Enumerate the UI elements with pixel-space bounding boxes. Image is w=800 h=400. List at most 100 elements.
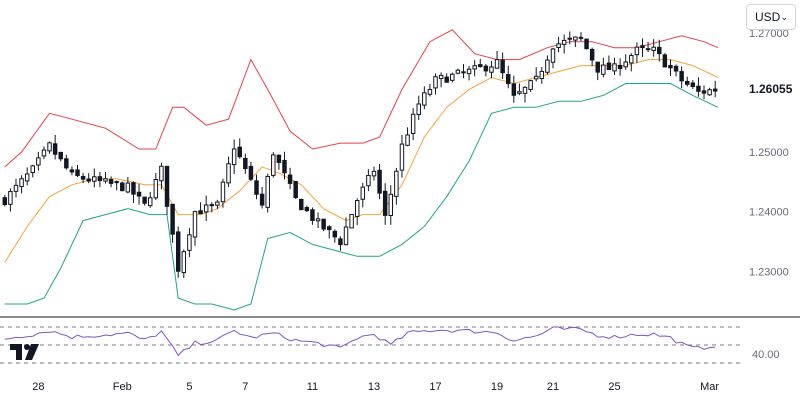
candle <box>354 198 360 226</box>
time-tick-label: Mar <box>700 381 719 393</box>
candle <box>203 195 209 222</box>
candle <box>399 134 405 178</box>
candle <box>617 58 623 76</box>
candle <box>198 202 203 215</box>
candle <box>136 183 142 205</box>
candle <box>271 152 276 178</box>
candle <box>243 153 248 174</box>
candle <box>371 166 377 181</box>
candle <box>455 68 461 75</box>
candle <box>556 36 561 53</box>
time-tick-label: 21 <box>547 381 559 393</box>
currency-label: USD <box>755 10 781 24</box>
rsi-line <box>4 326 716 357</box>
upper-band-line <box>4 29 719 168</box>
candle <box>634 42 640 63</box>
price-tick-label: 1.24000 <box>749 207 789 219</box>
candle <box>533 67 539 82</box>
candle <box>539 66 545 84</box>
candle <box>175 226 181 278</box>
candle <box>478 58 483 68</box>
candle <box>75 165 80 178</box>
candle <box>265 173 270 213</box>
candle <box>80 173 86 184</box>
candle <box>287 167 293 190</box>
candle <box>254 174 259 200</box>
candle <box>259 187 265 209</box>
candle <box>366 169 371 192</box>
candle <box>41 146 47 160</box>
candle <box>662 53 668 68</box>
candle <box>327 225 332 239</box>
candle <box>125 177 131 194</box>
candle <box>679 66 684 89</box>
candle <box>120 181 125 192</box>
candle <box>416 95 421 120</box>
candle <box>343 217 349 246</box>
candle <box>114 180 119 191</box>
candle <box>712 80 718 98</box>
lower-band-line <box>4 83 719 311</box>
currency-selector[interactable]: USD ⌄ <box>746 4 796 30</box>
candle <box>142 196 147 206</box>
candle <box>332 229 338 243</box>
price-tick-label: 1.27000 <box>749 28 789 40</box>
candle <box>103 172 108 184</box>
candle <box>58 151 63 162</box>
time-tick-label: 13 <box>368 381 380 393</box>
time-tick-label: 11 <box>307 381 318 393</box>
candle <box>651 39 656 57</box>
candle <box>410 108 416 141</box>
candle <box>444 73 449 83</box>
candle <box>192 210 198 246</box>
candle <box>153 172 159 201</box>
candle <box>237 138 242 159</box>
candle <box>673 64 679 77</box>
candle <box>640 38 645 57</box>
candle <box>30 164 35 178</box>
candle <box>494 50 500 69</box>
candle <box>24 167 30 186</box>
candle <box>92 168 97 188</box>
candle <box>276 154 282 170</box>
candle <box>629 53 634 72</box>
rsi-tick-label: 40.00 <box>752 349 780 361</box>
candle <box>645 41 651 52</box>
candle <box>86 173 91 184</box>
candle <box>13 178 19 198</box>
time-tick-label: 28 <box>32 381 44 393</box>
candle <box>707 87 712 96</box>
price-axis: 1.27000 1.26055 1.25000 1.24000 1.23000 <box>749 28 793 278</box>
candle <box>405 127 410 147</box>
candle <box>433 73 438 95</box>
candle <box>131 181 136 203</box>
price-tick-label: 1.25000 <box>749 147 789 159</box>
chevron-down-icon: ⌄ <box>780 11 788 22</box>
candle <box>612 57 617 75</box>
candle <box>561 34 567 54</box>
candle <box>528 79 533 92</box>
candle <box>8 188 13 212</box>
candle <box>282 151 287 180</box>
tradingview-logo-icon[interactable] <box>10 342 44 367</box>
candle <box>696 77 701 97</box>
candle <box>2 194 8 207</box>
time-axis: 28 Feb 5 7 11 13 17 19 21 25 Mar <box>32 381 719 393</box>
middle-band-line <box>4 59 719 263</box>
candle <box>215 199 220 209</box>
time-tick-label: 19 <box>491 381 503 393</box>
candle <box>248 161 254 182</box>
candle <box>573 36 578 48</box>
candle <box>701 85 707 100</box>
candle <box>148 191 153 208</box>
candle <box>567 31 572 45</box>
candle <box>506 65 511 89</box>
price-tick-label: 1.23000 <box>749 266 789 278</box>
candle <box>500 52 505 79</box>
candle <box>220 178 226 208</box>
candle <box>522 86 528 103</box>
time-tick-label: 25 <box>608 381 620 393</box>
candle <box>601 57 606 78</box>
candle <box>69 166 75 176</box>
